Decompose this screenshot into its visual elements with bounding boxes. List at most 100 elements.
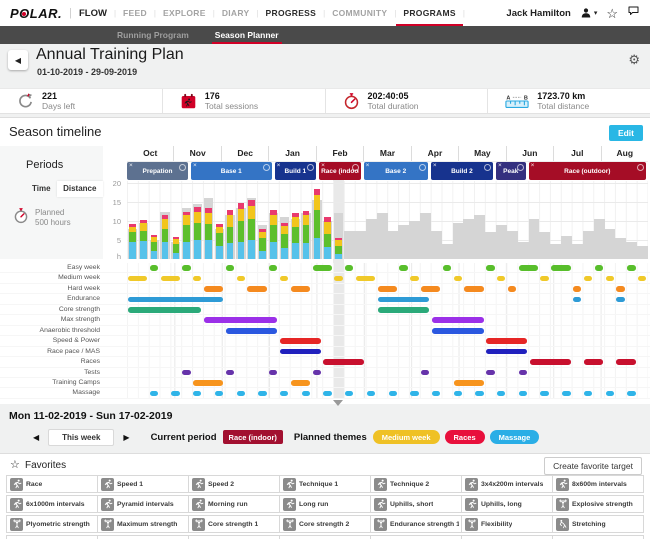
- favorite-item[interactable]: [188, 535, 280, 539]
- favorite-item[interactable]: [461, 535, 553, 539]
- theme-segment[interactable]: [377, 296, 430, 303]
- theme-segment[interactable]: [497, 390, 506, 397]
- period-block[interactable]: × Race (outdoor): [528, 162, 646, 180]
- theme-segment[interactable]: [160, 275, 180, 282]
- theme-segment[interactable]: [573, 296, 582, 303]
- period-block[interactable]: × Base 2: [363, 162, 428, 180]
- favorite-item[interactable]: [97, 535, 189, 539]
- tab-season-planner[interactable]: Season Planner: [211, 26, 282, 44]
- current-week-marker[interactable]: [333, 400, 343, 406]
- theme-segment[interactable]: [203, 286, 224, 292]
- theme-segment[interactable]: [377, 286, 397, 292]
- theme-segment[interactable]: [214, 390, 224, 397]
- nav-item-community[interactable]: COMMUNITY: [332, 8, 388, 18]
- period-block[interactable]: × Peak: [496, 162, 526, 180]
- favorite-item[interactable]: Race: [6, 475, 98, 493]
- period-block[interactable]: × Base 1: [191, 162, 272, 180]
- favorite-item[interactable]: [279, 535, 371, 539]
- favorite-item[interactable]: Maximum strength: [97, 515, 189, 533]
- theme-segment[interactable]: [551, 265, 571, 271]
- theme-segment[interactable]: [236, 275, 245, 282]
- favorite-item[interactable]: Uphills, short: [370, 495, 462, 513]
- theme-segment[interactable]: [399, 265, 408, 271]
- feedback-chat-icon[interactable]: [627, 4, 640, 22]
- favorite-item[interactable]: Explosive strength: [552, 495, 644, 513]
- theme-segment[interactable]: [323, 390, 332, 397]
- tab-distance[interactable]: Distance: [56, 181, 103, 197]
- period-remove-icon[interactable]: ×: [321, 162, 325, 169]
- favorite-item[interactable]: Pyramid intervals: [97, 495, 189, 513]
- theme-segment[interactable]: [605, 390, 614, 397]
- favorite-item[interactable]: Endurance strength 1: [370, 515, 462, 533]
- theme-segment[interactable]: [573, 286, 582, 292]
- favorite-item[interactable]: 3x4x200m intervals: [461, 475, 553, 493]
- user-name[interactable]: Jack Hamilton: [506, 7, 571, 19]
- period-remove-icon[interactable]: ×: [498, 162, 502, 169]
- theme-segment[interactable]: [171, 390, 180, 397]
- period-resize-handle-icon[interactable]: [483, 164, 491, 171]
- theme-segment[interactable]: [453, 380, 484, 386]
- tab-running-program[interactable]: Running Program: [117, 30, 189, 40]
- period-resize-handle-icon[interactable]: [178, 164, 186, 171]
- this-week-button[interactable]: This week: [48, 428, 115, 446]
- theme-segment[interactable]: [355, 275, 376, 282]
- favorite-item[interactable]: Technique 1: [279, 475, 371, 493]
- favorite-item[interactable]: Morning run: [188, 495, 280, 513]
- theme-segment[interactable]: [594, 265, 604, 271]
- theme-segment[interactable]: [193, 275, 202, 282]
- theme-segment[interactable]: [431, 317, 484, 324]
- theme-segment[interactable]: [421, 286, 441, 292]
- theme-segment[interactable]: [312, 265, 332, 271]
- theme-segment[interactable]: [562, 390, 571, 397]
- theme-segment[interactable]: [583, 359, 604, 365]
- period-remove-icon[interactable]: ×: [276, 162, 281, 169]
- theme-segment[interactable]: [507, 286, 517, 292]
- theme-segment[interactable]: [518, 390, 528, 397]
- favorite-item[interactable]: [6, 535, 98, 539]
- theme-segment[interactable]: [225, 369, 235, 376]
- theme-segment[interactable]: [616, 296, 625, 303]
- theme-segment[interactable]: [605, 275, 614, 282]
- theme-segment[interactable]: [638, 275, 647, 282]
- nav-item-programs[interactable]: PROGRAMS: [396, 0, 464, 26]
- theme-segment[interactable]: [627, 265, 636, 271]
- theme-segment[interactable]: [540, 390, 549, 397]
- period-resize-handle-icon[interactable]: [636, 164, 644, 171]
- period-block[interactable]: × Build 1: [274, 162, 317, 180]
- favorite-item[interactable]: Flexibility: [461, 515, 553, 533]
- gear-icon[interactable]: ⚙: [628, 52, 640, 67]
- favorite-item[interactable]: Long run: [279, 495, 371, 513]
- theme-segment[interactable]: [486, 338, 528, 344]
- theme-segment[interactable]: [258, 390, 267, 397]
- period-remove-icon[interactable]: ×: [365, 162, 370, 169]
- theme-segment[interactable]: [540, 275, 549, 282]
- theme-segment[interactable]: [279, 338, 321, 344]
- period-resize-handle-icon[interactable]: [262, 164, 270, 171]
- favorite-item[interactable]: Core strength 1: [188, 515, 280, 533]
- theme-segment[interactable]: [518, 369, 528, 376]
- theme-segment[interactable]: [453, 275, 462, 282]
- period-remove-icon[interactable]: ×: [432, 162, 437, 169]
- period-resize-handle-icon[interactable]: [516, 164, 524, 171]
- theme-segment[interactable]: [616, 359, 636, 365]
- favorite-item[interactable]: Core strength 2: [279, 515, 371, 533]
- back-button[interactable]: ◀: [8, 50, 28, 70]
- favorite-item[interactable]: Speed 1: [97, 475, 189, 493]
- theme-segment[interactable]: [627, 390, 636, 397]
- theme-segment[interactable]: [529, 359, 571, 365]
- favorites-star-icon[interactable]: ☆: [606, 5, 618, 21]
- period-remove-icon[interactable]: ×: [129, 162, 133, 169]
- theme-segment[interactable]: [193, 390, 202, 397]
- theme-segment[interactable]: [486, 265, 495, 271]
- favorite-item[interactable]: 6x1000m intervals: [6, 495, 98, 513]
- theme-segment[interactable]: [128, 275, 148, 282]
- theme-segment[interactable]: [128, 296, 224, 303]
- edit-button[interactable]: Edit: [608, 125, 643, 141]
- theme-segment[interactable]: [345, 265, 354, 271]
- period-resize-handle-icon[interactable]: [307, 164, 315, 171]
- favorite-item[interactable]: Stretching: [552, 515, 644, 533]
- theme-segment[interactable]: [193, 380, 224, 386]
- theme-segment[interactable]: [236, 390, 245, 397]
- theme-segment[interactable]: [203, 317, 278, 324]
- theme-segment[interactable]: [225, 327, 278, 334]
